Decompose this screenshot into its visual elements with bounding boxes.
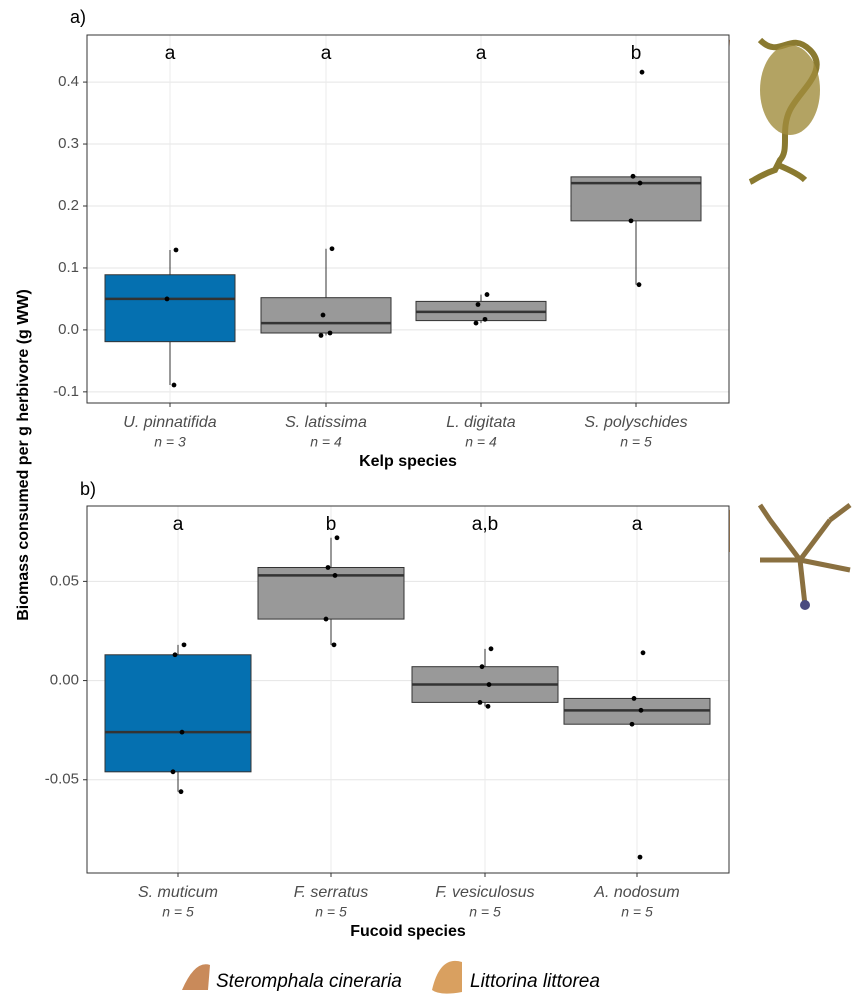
data-point xyxy=(328,331,333,336)
n-label: n = 5 xyxy=(315,904,347,920)
y-tick-label: 0.00 xyxy=(50,672,79,689)
data-point xyxy=(326,565,331,570)
data-point xyxy=(321,313,326,318)
data-point xyxy=(483,317,488,322)
significance-letter: a xyxy=(632,514,643,535)
y-tick-label: 0.1 xyxy=(58,259,79,276)
significance-letter: b xyxy=(631,43,642,64)
data-point xyxy=(639,708,644,713)
significance-letter: a xyxy=(476,43,487,64)
n-label: n = 5 xyxy=(621,904,653,920)
n-label: n = 3 xyxy=(154,434,186,450)
data-point xyxy=(638,181,643,186)
data-point xyxy=(172,383,177,388)
data-point xyxy=(485,292,490,297)
data-point xyxy=(637,282,642,287)
y-tick-label: 0.05 xyxy=(50,572,79,589)
significance-letter: b xyxy=(326,514,337,535)
data-point xyxy=(332,642,337,647)
y-tick-label: 0.2 xyxy=(58,197,79,214)
significance-letter: a xyxy=(173,514,184,535)
data-point xyxy=(182,642,187,647)
significance-letter: a xyxy=(321,43,332,64)
n-label: n = 5 xyxy=(162,904,194,920)
x-axis-title: Fucoid species xyxy=(350,923,466,940)
significance-letter: a xyxy=(165,43,176,64)
data-point xyxy=(171,769,176,774)
x-tick-label: A. nodosum xyxy=(593,884,679,901)
data-point xyxy=(165,297,170,302)
data-point xyxy=(180,730,185,735)
data-point xyxy=(476,302,481,307)
x-tick-label: S. muticum xyxy=(138,884,218,901)
significance-letter: a,b xyxy=(472,514,498,535)
data-point xyxy=(489,646,494,651)
box xyxy=(105,655,251,772)
x-tick-label: F. vesiculosus xyxy=(435,884,534,901)
n-label: n = 4 xyxy=(310,434,342,450)
legend-label: Steromphala cineraria xyxy=(216,971,402,992)
data-point xyxy=(631,174,636,179)
x-tick-label: L. digitata xyxy=(446,414,515,431)
data-point xyxy=(319,333,324,338)
data-point xyxy=(179,789,184,794)
data-point xyxy=(486,704,491,709)
y-tick-label: 0.0 xyxy=(58,321,79,338)
data-point xyxy=(632,696,637,701)
n-label: n = 4 xyxy=(465,434,497,450)
y-tick-label: 0.3 xyxy=(58,135,79,152)
data-point xyxy=(333,573,338,578)
data-point xyxy=(174,248,179,253)
y-tick-label: 0.4 xyxy=(58,73,79,90)
x-tick-label: U. pinnatifida xyxy=(123,414,216,431)
x-tick-label: F. serratus xyxy=(294,884,368,901)
x-tick-label: S. polyschides xyxy=(584,414,687,431)
data-point xyxy=(641,650,646,655)
data-point xyxy=(478,700,483,705)
panel-label: a) xyxy=(70,7,86,27)
data-point xyxy=(474,321,479,326)
n-label: n = 5 xyxy=(469,904,501,920)
data-point xyxy=(629,218,634,223)
data-point xyxy=(324,617,329,622)
panel-label: b) xyxy=(80,479,96,499)
x-tick-label: S. latissima xyxy=(285,414,367,431)
box xyxy=(105,275,235,342)
y-axis-title: Biomass consumed per g herbivore (g WW) xyxy=(15,289,32,621)
data-point xyxy=(480,664,485,669)
legend-label: Littorina littorea xyxy=(470,971,600,992)
box xyxy=(261,298,391,333)
x-axis-title: Kelp species xyxy=(359,453,457,470)
n-label: n = 5 xyxy=(620,434,652,450)
data-point xyxy=(173,652,178,657)
data-point xyxy=(335,535,340,540)
y-tick-label: -0.05 xyxy=(45,771,79,788)
data-point xyxy=(640,70,645,75)
chart: Biomass consumed per g herbivore (g WW) … xyxy=(0,0,866,996)
data-point xyxy=(330,246,335,251)
data-point xyxy=(487,682,492,687)
data-point xyxy=(630,722,635,727)
y-tick-label: -0.1 xyxy=(53,383,79,400)
data-point xyxy=(638,855,643,860)
